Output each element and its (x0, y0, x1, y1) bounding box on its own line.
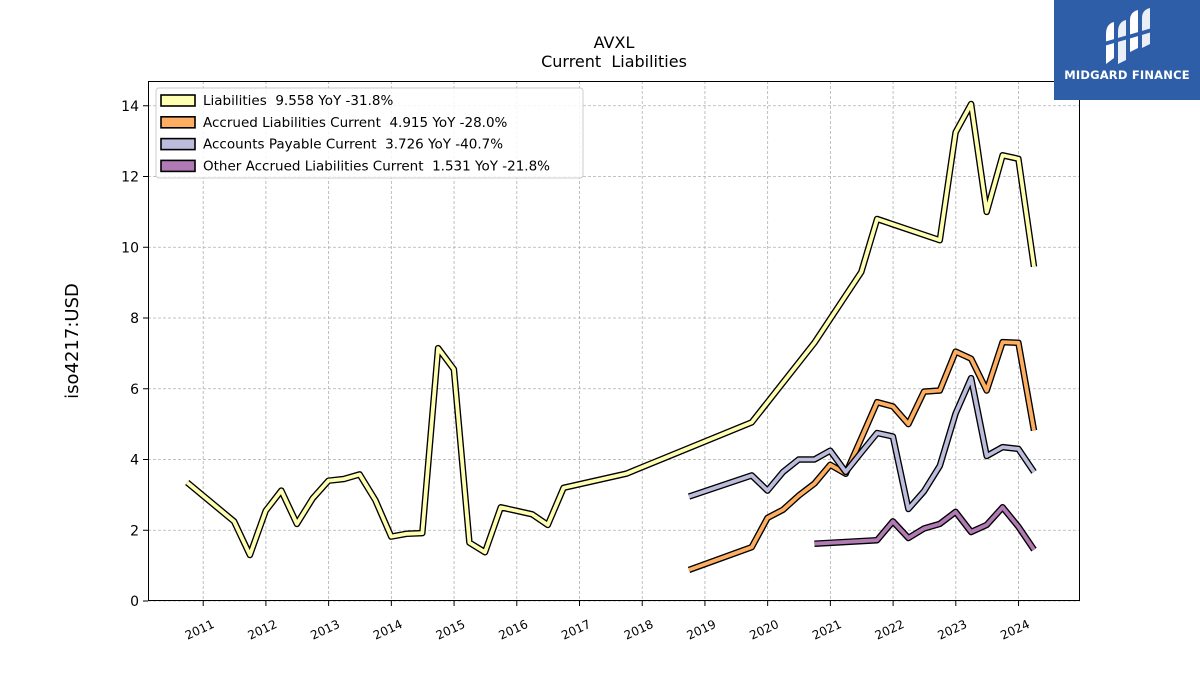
x-tick-label: 2013 (308, 617, 342, 643)
x-tick-label: 2014 (371, 617, 405, 643)
x-tick-label: 2011 (183, 617, 217, 643)
y-tick-label: 2 (130, 523, 139, 539)
brand-name: MIDGARD FINANCE (1064, 68, 1190, 82)
series-line-1 (185, 102, 1036, 557)
y-axis: 0 2 4 6 8 10 12 14 (121, 99, 148, 610)
x-tick-label: 2024 (998, 617, 1032, 643)
x-tick-label: 2015 (434, 617, 468, 643)
brand-logo: MIDGARD FINANCE (1054, 0, 1200, 100)
x-tick-label: 2012 (246, 617, 280, 643)
x-axis: 2011 2012 2013 2014 2015 2016 2017 2018 2019 2020… (183, 601, 1032, 643)
y-tick-label: 8 (130, 311, 139, 327)
midgard-logo-icon (1104, 8, 1152, 64)
legend-box (155, 87, 584, 179)
y-tick-label: 0 (130, 594, 139, 610)
x-tick-label: 2020 (747, 617, 781, 643)
x-tick-label: 2022 (873, 617, 907, 643)
legend-label: Accrued Liabilities Current 4.915 YoY -2… (203, 115, 508, 131)
series-line-2 (688, 340, 1036, 572)
legend: Liabilities 9.558 YoY -31.8% Accrued Liab… (155, 87, 584, 179)
series-lines (185, 100, 1038, 573)
series-line-3 (688, 376, 1036, 511)
legend-label: Other Accrued Liabilities Current 1.531 … (203, 158, 550, 174)
x-tick-label: 2016 (496, 617, 530, 643)
chart-subtitle: Current Liabilities (541, 52, 687, 71)
x-tick-label: 2021 (810, 617, 844, 643)
y-tick-label: 4 (130, 453, 139, 469)
legend-swatch (160, 159, 196, 173)
y-tick-label: 14 (121, 99, 139, 115)
y-tick-label: 6 (130, 382, 139, 398)
y-axis-label: iso4217:USD (62, 283, 83, 399)
legend-swatch (160, 116, 196, 129)
legend-label: Accounts Payable Current 3.726 YoY -40.7… (203, 137, 503, 153)
x-tick-label: 2017 (559, 617, 593, 643)
legend-swatch (160, 94, 196, 107)
x-tick-label: 2023 (935, 617, 969, 643)
legend-label: Liabilities 9.558 YoY -31.8% (203, 93, 393, 109)
chart-title: AVXL (594, 33, 635, 52)
legend-swatch (160, 137, 196, 151)
series-line-4 (814, 505, 1036, 551)
y-tick-label: 10 (121, 240, 139, 256)
y-tick-label: 12 (121, 170, 139, 186)
x-tick-label: 2018 (622, 617, 656, 643)
plot-area-frame (148, 81, 1080, 601)
x-tick-label: 2019 (685, 617, 719, 643)
